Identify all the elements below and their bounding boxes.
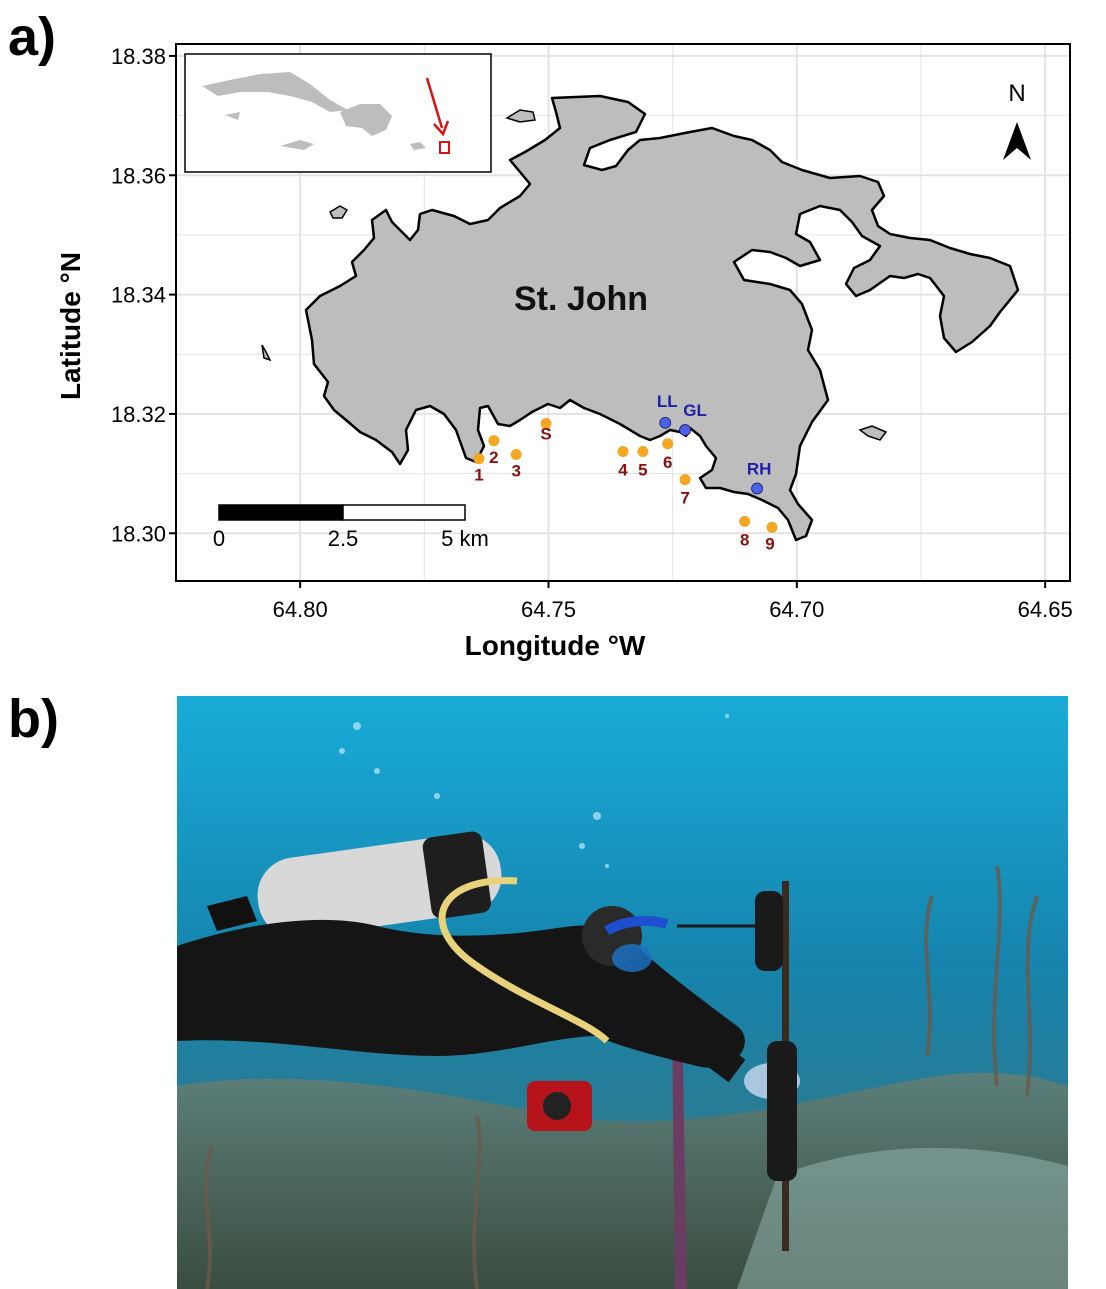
map-frame <box>175 43 1071 582</box>
north-arrow: N <box>1003 80 1031 160</box>
x-tick-label: 64.70 <box>769 597 824 622</box>
site-label-8: 8 <box>740 530 749 549</box>
site-marker-ll <box>659 416 672 429</box>
x-tick-label: 64.75 <box>521 597 576 622</box>
site-label-s: S <box>540 424 551 443</box>
site-label-ll: LL <box>657 392 678 411</box>
site-marker-3 <box>510 449 522 461</box>
site-marker-4 <box>617 446 629 458</box>
caribbean-inset <box>184 53 492 173</box>
x-tick-label: 64.80 <box>273 597 328 622</box>
site-label-5: 5 <box>638 461 647 480</box>
small-islets <box>261 109 888 441</box>
site-marker-s <box>540 417 552 429</box>
scale-bar: 0 2.5 5 km <box>213 504 489 551</box>
site-label-gl: GL <box>683 401 707 420</box>
scale-label-5km: 5 km <box>441 526 489 551</box>
site-label-1: 1 <box>474 466 483 485</box>
site-label-2: 2 <box>489 448 498 467</box>
st-john-island <box>304 94 1020 542</box>
y-tick-label: 18.38 <box>111 44 166 69</box>
island-label: St. John <box>514 280 648 318</box>
site-label-6: 6 <box>663 453 672 472</box>
diver-scene <box>177 696 1068 1289</box>
site-marker-gl <box>679 424 691 436</box>
axis-ticks: 64.80 64.75 64.70 64.65 18.38 18.36 18.34 18.32… <box>111 44 1073 622</box>
site-marker-5 <box>637 446 649 458</box>
sea-rods <box>204 865 1039 1289</box>
site-markers: 123 S 4 5 67 8 9 LL GL RH <box>473 392 778 553</box>
site-label-4: 4 <box>618 461 628 480</box>
panel-label-b: b) <box>8 689 59 749</box>
site-marker-6 <box>662 438 674 450</box>
y-tick-label: 18.30 <box>111 521 166 546</box>
underwater-photo <box>177 696 1068 1289</box>
regulator-hose <box>438 877 610 1044</box>
y-tick-label: 18.34 <box>111 283 166 308</box>
y-tick-label: 18.32 <box>111 402 166 427</box>
panel-label-a: a) <box>8 7 57 67</box>
site-label-3: 3 <box>511 462 520 481</box>
scale-label-2-5: 2.5 <box>328 526 359 551</box>
north-label: N <box>1008 80 1025 107</box>
bubbles <box>339 714 729 868</box>
instrument-housing <box>755 891 783 971</box>
site-label-7: 7 <box>680 489 689 508</box>
sponge-tube <box>672 1016 687 1289</box>
y-tick-label: 18.36 <box>111 163 166 188</box>
y-axis-title: Latitude °N <box>55 252 86 400</box>
site-marker-rh <box>751 482 763 495</box>
site-marker-9 <box>766 521 778 533</box>
site-marker-2 <box>488 435 500 447</box>
x-axis-title: Longitude °W <box>465 630 646 661</box>
site-marker-8 <box>739 515 751 527</box>
site-label-rh: RH <box>747 460 772 479</box>
site-label-9: 9 <box>765 534 774 553</box>
map-figure: N 0 2.5 5 km St. John 123 S 4 5 67 8 9 LL GL RH 6… <box>55 43 1073 661</box>
site-marker-7 <box>679 474 691 486</box>
scale-label-0: 0 <box>213 526 225 551</box>
x-tick-label: 64.65 <box>1018 597 1073 622</box>
site-marker-1 <box>473 453 485 465</box>
